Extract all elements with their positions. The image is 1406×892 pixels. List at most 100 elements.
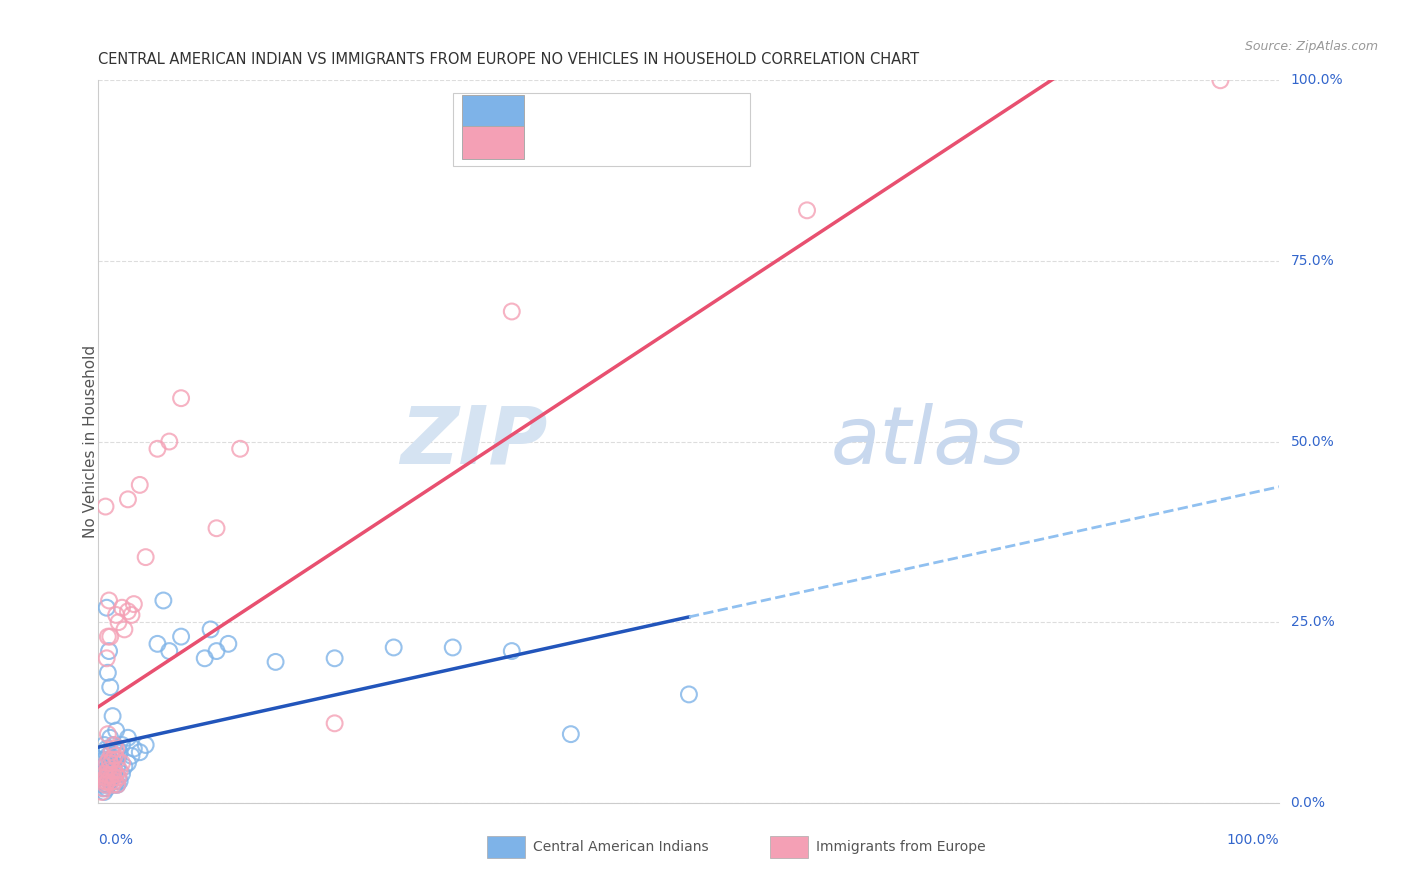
Point bbox=[107, 771, 129, 785]
Text: N =: N = bbox=[640, 103, 673, 118]
Point bbox=[264, 655, 287, 669]
Point bbox=[98, 775, 121, 789]
Point bbox=[96, 771, 118, 785]
Point bbox=[105, 745, 128, 759]
Point bbox=[146, 442, 169, 456]
Point bbox=[796, 203, 818, 218]
Point bbox=[128, 478, 150, 492]
Point bbox=[111, 767, 134, 781]
Point bbox=[501, 304, 523, 318]
Point bbox=[105, 767, 128, 781]
Point bbox=[101, 709, 124, 723]
Text: 50.0%: 50.0% bbox=[1291, 434, 1334, 449]
Point bbox=[105, 741, 128, 756]
Point bbox=[323, 651, 346, 665]
Point bbox=[112, 623, 135, 637]
Text: R =: R = bbox=[531, 103, 565, 118]
Point bbox=[194, 651, 217, 665]
Point bbox=[117, 492, 139, 507]
Point bbox=[98, 680, 121, 694]
Point bbox=[100, 768, 122, 782]
Point bbox=[93, 738, 115, 752]
Point bbox=[104, 748, 127, 763]
Point bbox=[105, 723, 128, 738]
Point bbox=[98, 644, 121, 658]
Point bbox=[104, 774, 127, 789]
Point bbox=[200, 623, 222, 637]
Point bbox=[107, 615, 129, 630]
Text: 0.681: 0.681 bbox=[576, 132, 628, 150]
Point bbox=[111, 756, 134, 770]
Text: ZIP: ZIP bbox=[399, 402, 547, 481]
Point bbox=[121, 748, 143, 763]
Point bbox=[1209, 73, 1232, 87]
Point bbox=[94, 778, 117, 792]
Text: R =: R = bbox=[531, 134, 565, 148]
Point bbox=[170, 391, 193, 405]
Point bbox=[103, 764, 125, 778]
Point bbox=[98, 752, 121, 766]
Point bbox=[93, 752, 115, 766]
Point bbox=[205, 521, 228, 535]
Point bbox=[560, 727, 582, 741]
Point bbox=[98, 756, 121, 770]
Point bbox=[103, 764, 125, 778]
Point bbox=[100, 767, 122, 781]
Point bbox=[93, 774, 115, 789]
Point bbox=[97, 630, 120, 644]
Point bbox=[104, 778, 127, 792]
Point bbox=[96, 600, 118, 615]
Point bbox=[108, 745, 131, 759]
Point bbox=[91, 781, 114, 796]
Point bbox=[152, 593, 174, 607]
Point bbox=[128, 745, 150, 759]
Point bbox=[91, 767, 114, 781]
Point bbox=[98, 774, 121, 789]
Text: 100.0%: 100.0% bbox=[1227, 833, 1279, 847]
Point bbox=[100, 745, 122, 759]
Point bbox=[103, 738, 125, 752]
Point bbox=[91, 785, 114, 799]
Point bbox=[111, 600, 134, 615]
Point bbox=[97, 764, 120, 778]
Point bbox=[94, 745, 117, 759]
FancyBboxPatch shape bbox=[463, 126, 523, 159]
Point bbox=[96, 651, 118, 665]
Point bbox=[121, 607, 143, 622]
Point bbox=[94, 778, 117, 792]
Point bbox=[101, 778, 124, 792]
Point bbox=[104, 752, 127, 766]
Point bbox=[678, 687, 700, 701]
Point bbox=[112, 760, 135, 774]
Point bbox=[98, 731, 121, 745]
Point bbox=[111, 738, 134, 752]
Point bbox=[170, 630, 193, 644]
Point bbox=[105, 778, 128, 792]
Point bbox=[97, 764, 120, 778]
Point bbox=[117, 731, 139, 745]
Point bbox=[382, 640, 405, 655]
Text: 0.246: 0.246 bbox=[576, 102, 630, 120]
Point bbox=[91, 778, 114, 792]
Text: N =: N = bbox=[640, 134, 673, 148]
Text: atlas: atlas bbox=[831, 402, 1025, 481]
Point bbox=[96, 756, 118, 770]
Point bbox=[98, 752, 121, 766]
Text: 56: 56 bbox=[681, 132, 703, 150]
Point bbox=[105, 778, 128, 792]
FancyBboxPatch shape bbox=[770, 836, 808, 858]
Point bbox=[97, 774, 120, 789]
Point bbox=[108, 774, 131, 789]
FancyBboxPatch shape bbox=[453, 94, 751, 166]
Point bbox=[96, 781, 118, 796]
Point bbox=[501, 644, 523, 658]
Point bbox=[146, 637, 169, 651]
Point bbox=[93, 767, 115, 781]
Point bbox=[103, 771, 125, 785]
FancyBboxPatch shape bbox=[486, 836, 524, 858]
FancyBboxPatch shape bbox=[463, 95, 523, 128]
Point bbox=[135, 738, 157, 752]
Y-axis label: No Vehicles in Household: No Vehicles in Household bbox=[83, 345, 97, 538]
Text: Immigrants from Europe: Immigrants from Europe bbox=[817, 840, 986, 854]
Point bbox=[94, 764, 117, 778]
